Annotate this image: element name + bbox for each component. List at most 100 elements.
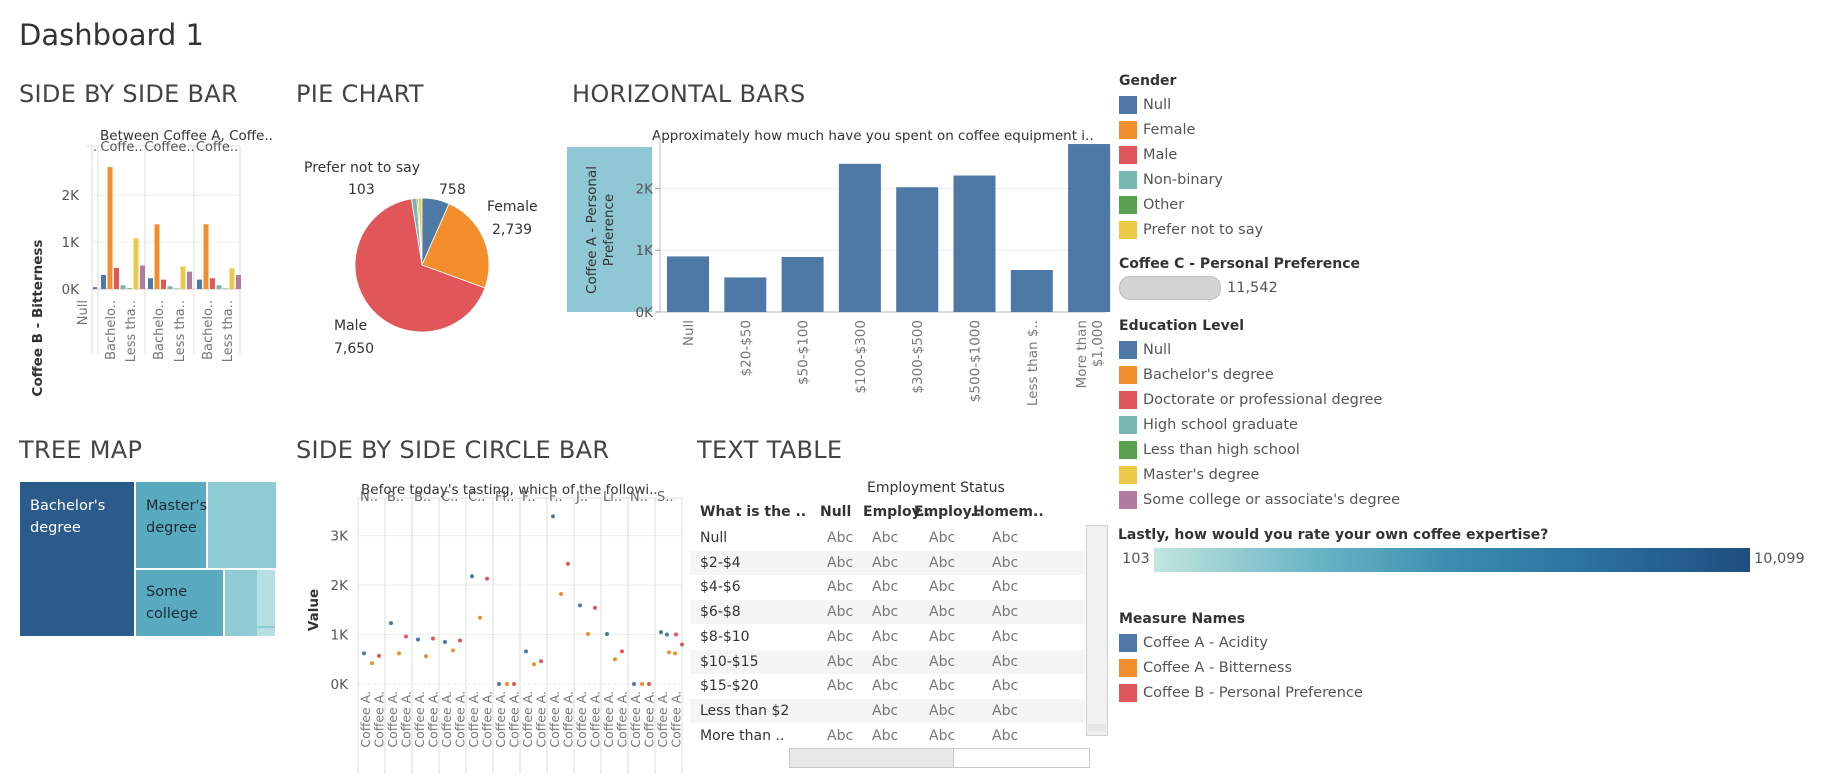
dot[interactable] (674, 632, 678, 637)
tree-map[interactable]: Bachelor's degree Master's degree Some c… (20, 482, 276, 640)
bars[interactable] (93, 167, 241, 289)
dot[interactable] (665, 632, 669, 637)
dot[interactable] (416, 637, 420, 642)
legend-item[interactable]: Master's degree (1119, 462, 1439, 487)
legend-item[interactable]: Doctorate or professional degree (1119, 387, 1439, 412)
side-by-side-bar-chart[interactable]: Between Coffee A, Coffe.. Coffee B - Bit… (0, 118, 290, 418)
legend-item[interactable]: Bachelor's degree (1119, 362, 1439, 387)
dot[interactable] (370, 661, 374, 666)
legend-item[interactable]: Coffee B - Personal Preference (1119, 680, 1419, 705)
dot[interactable] (551, 514, 555, 519)
dots[interactable] (362, 514, 684, 686)
bar[interactable] (133, 238, 139, 289)
legend-item[interactable]: High school graduate (1119, 412, 1439, 437)
dot[interactable] (497, 682, 501, 686)
bar[interactable] (167, 286, 173, 289)
dot[interactable] (613, 657, 617, 662)
dot[interactable] (586, 632, 590, 637)
dot[interactable] (659, 630, 663, 635)
dot[interactable] (647, 682, 651, 686)
horizontal-scrollbar[interactable] (789, 748, 1090, 768)
dot[interactable] (443, 639, 447, 644)
dot[interactable] (377, 653, 381, 658)
bar[interactable] (127, 288, 132, 289)
bar[interactable] (93, 287, 97, 289)
bar[interactable] (1068, 144, 1111, 312)
dot[interactable] (566, 561, 570, 566)
bar[interactable] (210, 278, 215, 289)
legend-item[interactable]: Prefer not to say (1119, 217, 1409, 242)
dot[interactable] (539, 659, 543, 664)
legend-item[interactable]: Male (1119, 142, 1409, 167)
bar[interactable] (667, 256, 709, 312)
bar[interactable] (838, 163, 881, 312)
bar[interactable] (107, 167, 113, 289)
pie-slice[interactable] (421, 203, 490, 289)
bar[interactable] (953, 175, 996, 312)
treemap-cell[interactable] (257, 570, 275, 626)
dot[interactable] (505, 682, 509, 686)
dot[interactable] (673, 651, 677, 656)
table-row[interactable] (690, 550, 1085, 575)
bar[interactable] (896, 187, 939, 312)
dot[interactable] (485, 576, 489, 581)
bar[interactable] (148, 278, 153, 289)
bar[interactable] (236, 274, 241, 289)
bars[interactable] (667, 144, 1111, 312)
bar[interactable] (114, 267, 119, 289)
text-table[interactable]: Employment Status What is the .. Null Emp… (690, 476, 1110, 746)
treemap-cell[interactable] (257, 628, 275, 636)
dot[interactable] (640, 682, 644, 686)
dot[interactable] (667, 650, 671, 655)
legend-item[interactable]: Non-binary (1119, 167, 1409, 192)
legend-item[interactable]: Other (1119, 192, 1409, 217)
bar[interactable] (120, 285, 126, 289)
dot[interactable] (532, 662, 536, 667)
table-row[interactable] (690, 649, 1085, 674)
dot[interactable] (389, 621, 393, 626)
treemap-cell-masters[interactable] (136, 482, 206, 568)
bar[interactable] (180, 266, 186, 289)
bar[interactable] (154, 224, 160, 289)
bar[interactable] (229, 268, 235, 289)
dot[interactable] (578, 603, 582, 608)
bar[interactable] (197, 279, 202, 289)
dot[interactable] (458, 638, 462, 643)
legend-item[interactable]: Coffee A - Acidity (1119, 630, 1419, 655)
dot[interactable] (559, 592, 563, 597)
dot[interactable] (478, 615, 482, 620)
legend-item[interactable]: Coffee A - Bitterness (1119, 655, 1419, 680)
dot[interactable] (512, 682, 516, 686)
dot[interactable] (620, 649, 624, 654)
pie-slice[interactable] (354, 198, 486, 333)
dot[interactable] (397, 651, 401, 656)
treemap-cell-some-college[interactable] (136, 570, 223, 636)
legend-item[interactable]: Some college or associate's degree (1119, 487, 1439, 512)
table-row[interactable] (690, 600, 1085, 625)
bar[interactable] (187, 271, 192, 289)
dot[interactable] (424, 654, 428, 659)
bar[interactable] (101, 274, 106, 289)
bar[interactable] (203, 224, 209, 289)
legend-item[interactable]: Null (1119, 92, 1409, 117)
dot[interactable] (680, 642, 684, 647)
bar[interactable] (161, 279, 166, 289)
treemap-cell-bachelors[interactable] (20, 482, 134, 636)
pie-slices[interactable] (354, 197, 490, 333)
legend-item[interactable]: Female (1119, 117, 1409, 142)
dot[interactable] (431, 636, 435, 641)
dot[interactable] (524, 649, 528, 654)
bar[interactable] (140, 265, 145, 289)
pie-chart[interactable]: Prefer not to say 103 758 Female 2,739 M… (290, 150, 560, 370)
bar[interactable] (1010, 270, 1053, 312)
bar[interactable] (781, 257, 824, 312)
table-row[interactable] (690, 698, 1085, 723)
dot[interactable] (362, 651, 366, 656)
legend-item[interactable]: Null (1119, 337, 1439, 362)
treemap-cell[interactable] (208, 482, 276, 568)
dot[interactable] (404, 634, 408, 639)
bar[interactable] (216, 285, 222, 289)
scrollbar-thumb[interactable] (1086, 724, 1106, 732)
dot[interactable] (605, 632, 609, 637)
dot[interactable] (451, 648, 455, 653)
